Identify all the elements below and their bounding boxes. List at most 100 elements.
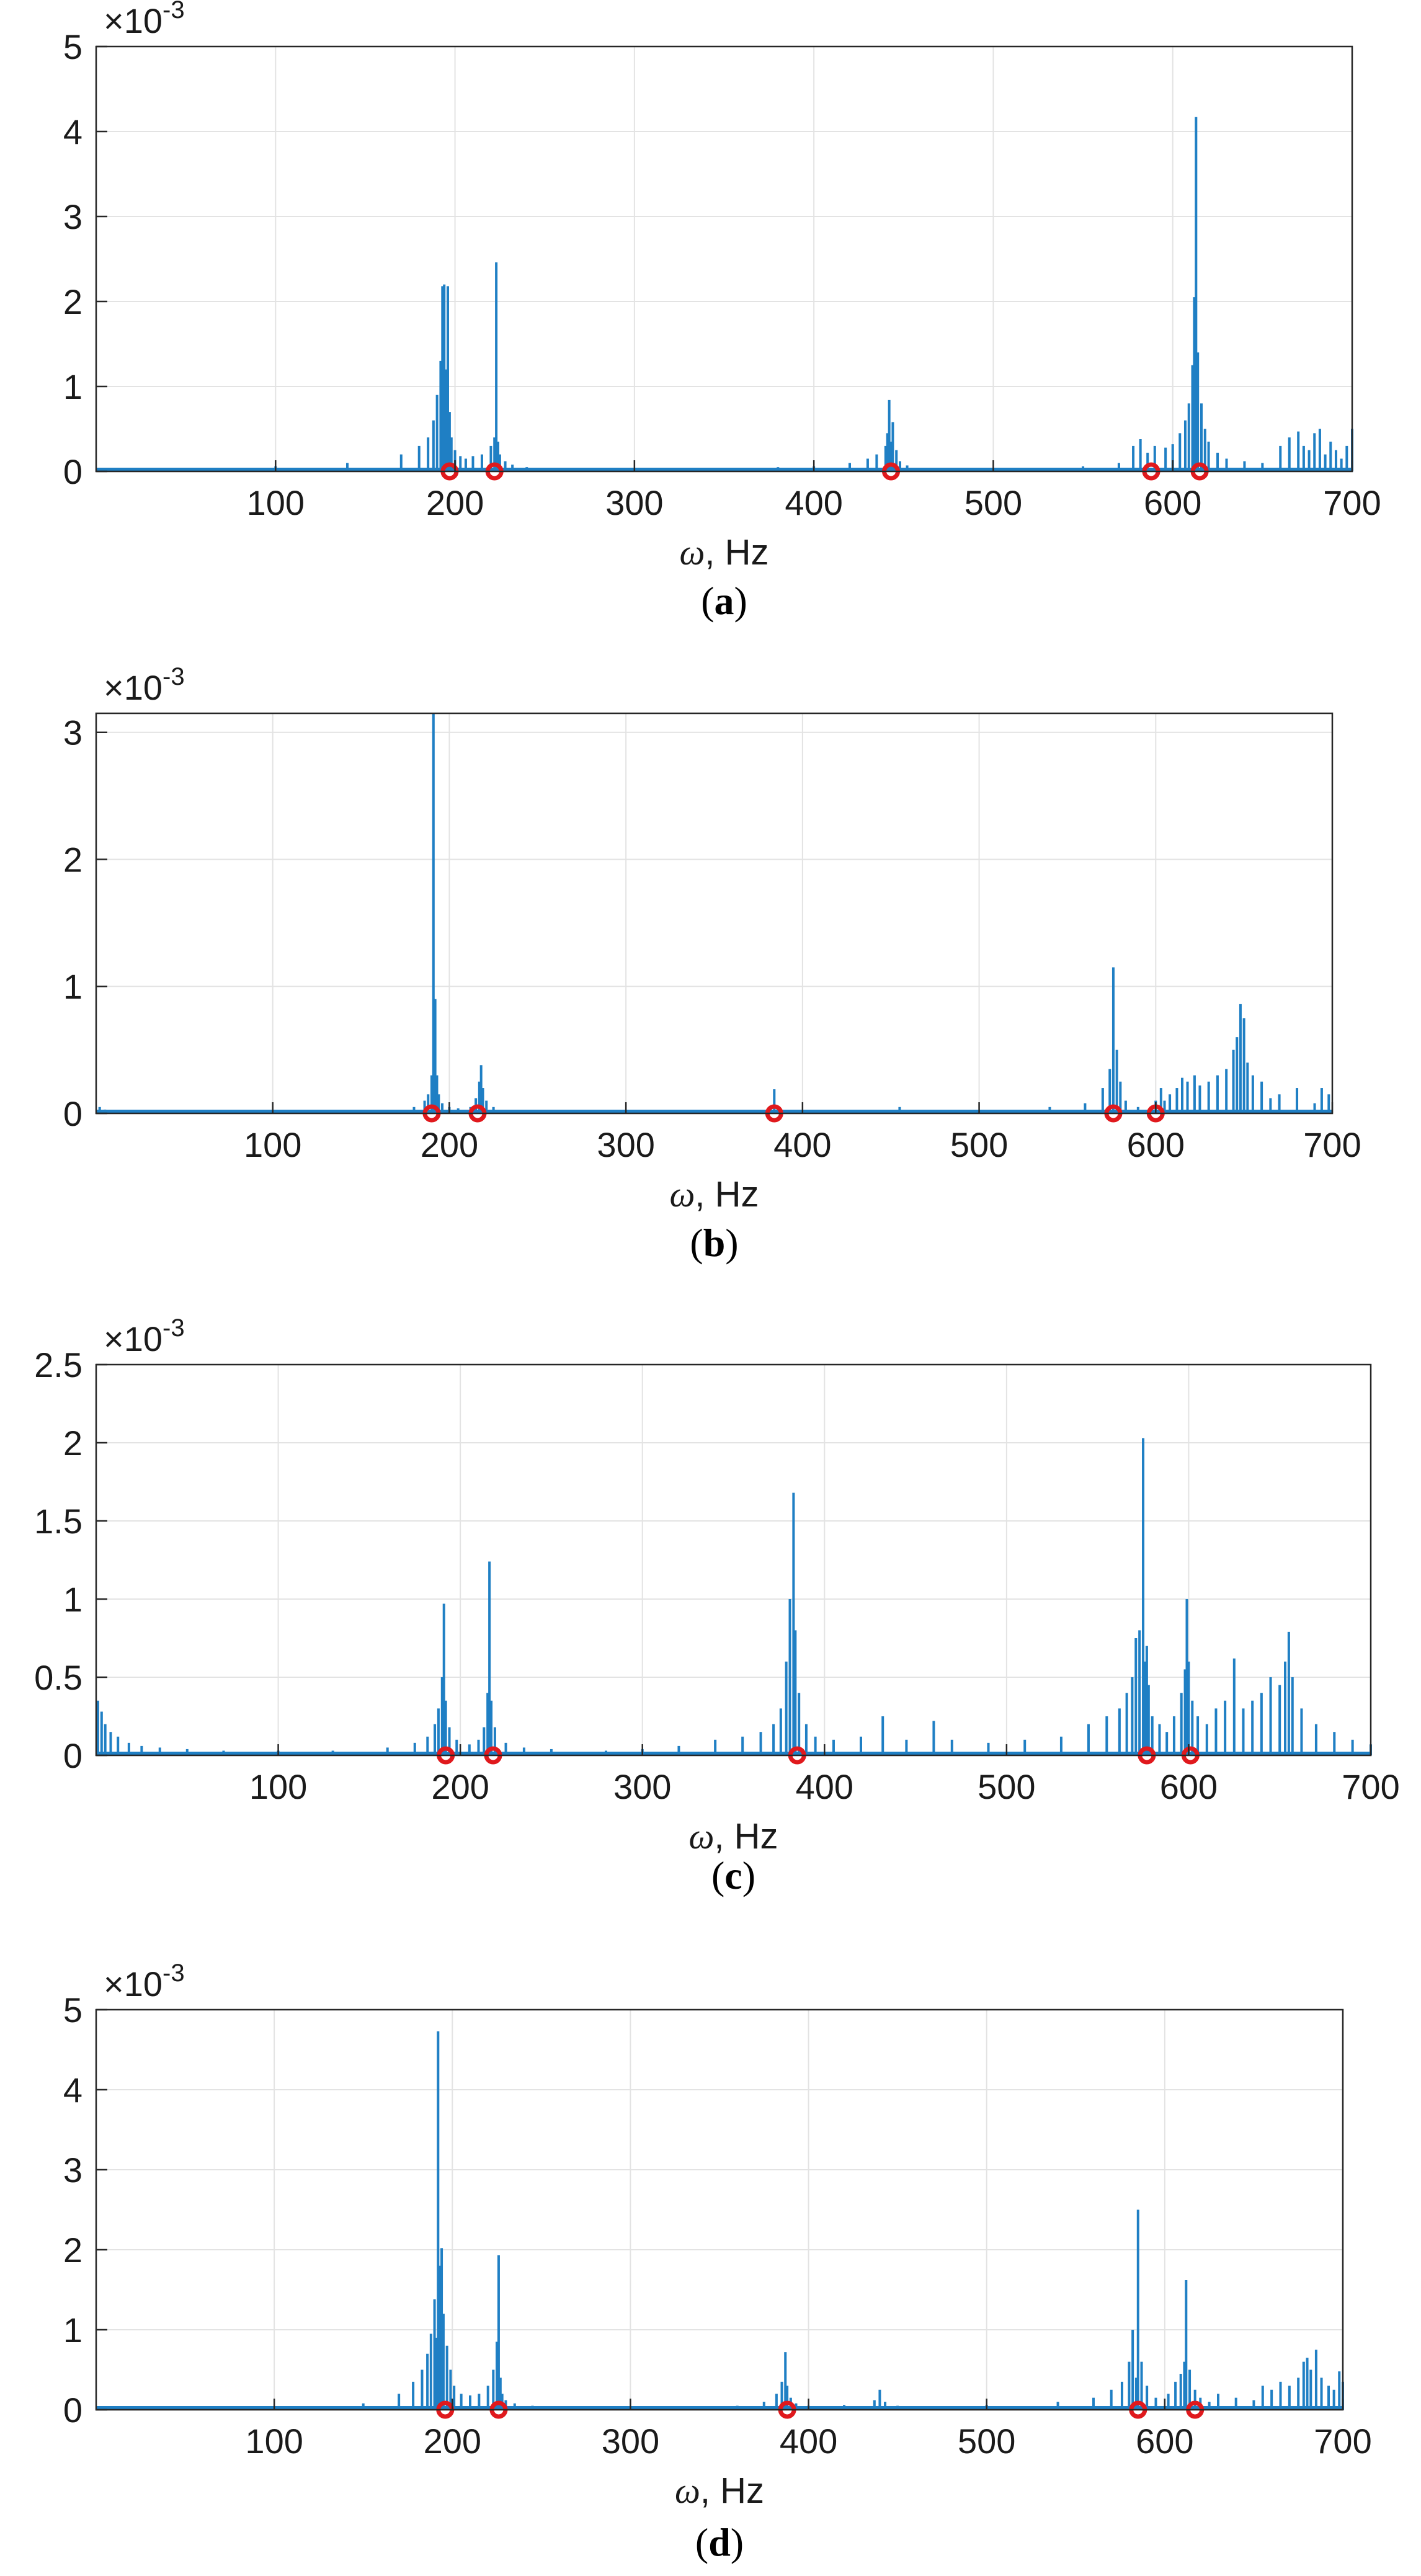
axes-box-a bbox=[95, 45, 1353, 473]
x-axis-symbol: ω bbox=[688, 1816, 714, 1856]
x-axis-symbol: ω bbox=[679, 532, 705, 573]
chart-b-svg: 100 200 300 400 500 600 700 0 1 2 3 ×10-3 ω, Hz (b) bbox=[63, 663, 1361, 1265]
y-tick-label-a: 4 bbox=[63, 112, 82, 151]
plot-area-c bbox=[96, 1365, 1371, 1755]
panel-label-close: ) bbox=[731, 2520, 744, 2564]
x-axis-unit: , Hz bbox=[695, 1174, 759, 1214]
panel-label-open: ( bbox=[690, 1221, 703, 1265]
y-tick-label-c: 2.5 bbox=[34, 1345, 82, 1384]
x-tick-label-c: 400 bbox=[796, 1767, 853, 1806]
x-tick-label-a: 300 bbox=[605, 483, 663, 522]
x-tick-label-d: 600 bbox=[1136, 2422, 1193, 2461]
x-tick-label-b: 400 bbox=[773, 1125, 831, 1164]
panel-label-c: (c) bbox=[711, 1853, 755, 1897]
panel-label-close: ) bbox=[734, 579, 747, 623]
spectrum-baseline-d bbox=[96, 2406, 1343, 2410]
y-multiplier-base: ×10 bbox=[104, 1319, 163, 1358]
y-tick-label-c: 2 bbox=[63, 1424, 82, 1463]
x-axis-title-c: ω, Hz bbox=[688, 1816, 778, 1856]
axes-box-c bbox=[95, 1363, 1372, 1757]
x-axis-symbol: ω bbox=[675, 2471, 700, 2511]
x-axis-symbol: ω bbox=[669, 1174, 695, 1214]
spectrum-baseline-a bbox=[96, 468, 1352, 471]
y-tick-label-a: 0 bbox=[63, 452, 82, 491]
y-tick-label-d: 0 bbox=[63, 2391, 82, 2430]
chart-panel-b: 100 200 300 400 500 600 700 0 1 2 3 ×10-3 ω, Hz (b) bbox=[0, 645, 1421, 1290]
panel-label-close: ) bbox=[725, 1221, 738, 1265]
x-tick-label-d: 300 bbox=[602, 2422, 659, 2461]
plot-area-d bbox=[96, 2010, 1343, 2410]
x-tick-label-a: 200 bbox=[426, 483, 484, 522]
x-tick-label-a: 600 bbox=[1144, 483, 1201, 522]
x-tick-label-a: 100 bbox=[247, 483, 305, 522]
chart-a-svg: 100 200 300 400 500 600 700 0 1 2 3 4 5 ×10-3 ω, Hz (a) bbox=[63, 0, 1381, 623]
x-tick-label-a: 400 bbox=[785, 483, 842, 522]
y-multiplier-base: ×10 bbox=[104, 1, 163, 40]
panel-label-open: ( bbox=[701, 579, 714, 623]
panel-label-letter: d bbox=[708, 2520, 731, 2564]
y-multiplier-exponent: -3 bbox=[163, 1959, 185, 1987]
y-tick-label-d: 5 bbox=[63, 1990, 82, 2030]
x-tick-label-d: 400 bbox=[780, 2422, 837, 2461]
y-tick-label-c: 1.5 bbox=[34, 1502, 82, 1541]
x-axis-unit: , Hz bbox=[714, 1816, 778, 1856]
y-tick-label-a: 2 bbox=[63, 282, 82, 321]
x-tick-label-d: 700 bbox=[1314, 2422, 1371, 2461]
x-tick-label-a: 700 bbox=[1323, 483, 1381, 522]
x-tick-label-b: 100 bbox=[244, 1125, 301, 1164]
y-tick-label-c: 0.5 bbox=[34, 1658, 82, 1697]
y-tick-label-d: 4 bbox=[63, 2070, 82, 2110]
panel-label-letter: c bbox=[724, 1853, 742, 1897]
x-tick-label-c: 700 bbox=[1342, 1767, 1399, 1806]
y-multiplier-b: ×10-3 bbox=[104, 663, 185, 707]
x-tick-label-b: 600 bbox=[1127, 1125, 1185, 1164]
y-tick-label-d: 2 bbox=[63, 2231, 82, 2270]
panel-label-close: ) bbox=[742, 1853, 755, 1897]
x-tick-label-b: 700 bbox=[1303, 1125, 1361, 1164]
panel-label-d: (d) bbox=[695, 2520, 744, 2564]
x-axis-unit: , Hz bbox=[705, 532, 768, 573]
y-tick-label-b: 0 bbox=[63, 1094, 82, 1133]
chart-panel-d: 100 200 300 400 500 600 700 0 1 2 3 4 5 ×10-3 ω, Hz (d) bbox=[0, 1929, 1421, 2576]
chart-panel-c: 100 200 300 400 500 600 700 0 0.5 1 1.5 2 2.5 ×10-3 ω,… bbox=[0, 1290, 1421, 1929]
y-multiplier-exponent: -3 bbox=[163, 1314, 185, 1342]
x-tick-label-b: 500 bbox=[950, 1125, 1008, 1164]
x-tick-label-c: 100 bbox=[249, 1767, 307, 1806]
spectrum-baseline-b bbox=[96, 1110, 1332, 1113]
y-multiplier-c: ×10-3 bbox=[104, 1314, 185, 1358]
panel-label-open: ( bbox=[711, 1853, 724, 1897]
x-axis-title-a: ω, Hz bbox=[679, 532, 768, 573]
y-multiplier-exponent: -3 bbox=[163, 663, 185, 690]
axes-box-d bbox=[95, 2008, 1344, 2411]
y-tick-label-b: 3 bbox=[63, 713, 82, 752]
y-tick-label-a: 5 bbox=[63, 27, 82, 66]
y-multiplier-a: ×10-3 bbox=[104, 0, 185, 40]
x-tick-label-d: 100 bbox=[245, 2422, 303, 2461]
panel-label-a: (a) bbox=[701, 579, 747, 623]
panel-label-letter: b bbox=[703, 1221, 726, 1265]
spectrum-baseline-c bbox=[96, 1752, 1371, 1755]
x-axis-unit: , Hz bbox=[700, 2471, 764, 2511]
y-tick-label-b: 1 bbox=[63, 967, 82, 1006]
x-tick-label-b: 300 bbox=[597, 1125, 654, 1164]
x-tick-label-a: 500 bbox=[964, 483, 1022, 522]
plot-area-a bbox=[96, 47, 1352, 471]
x-axis-title-b: ω, Hz bbox=[669, 1174, 759, 1214]
x-tick-label-d: 500 bbox=[958, 2422, 1015, 2461]
chart-c-svg: 100 200 300 400 500 600 700 0 0.5 1 1.5 2 2.5 ×10-3 ω,… bbox=[34, 1314, 1400, 1897]
y-multiplier-exponent: -3 bbox=[163, 0, 185, 24]
y-tick-label-a: 3 bbox=[63, 197, 82, 236]
y-tick-label-b: 2 bbox=[63, 840, 82, 879]
x-tick-label-b: 200 bbox=[421, 1125, 478, 1164]
plot-area-b bbox=[96, 713, 1332, 1113]
x-axis-title-d: ω, Hz bbox=[675, 2471, 764, 2511]
panel-label-letter: a bbox=[715, 579, 734, 623]
x-tick-label-c: 500 bbox=[978, 1767, 1035, 1806]
panel-label-b: (b) bbox=[690, 1221, 738, 1265]
y-tick-label-c: 0 bbox=[63, 1736, 82, 1775]
chart-d-svg: 100 200 300 400 500 600 700 0 1 2 3 4 5 ×10-3 ω, Hz (d) bbox=[63, 1959, 1372, 2564]
x-tick-label-c: 600 bbox=[1160, 1767, 1218, 1806]
axes-box-b bbox=[95, 712, 1334, 1115]
y-multiplier-base: ×10 bbox=[104, 668, 163, 707]
panel-label-open: ( bbox=[695, 2520, 708, 2564]
